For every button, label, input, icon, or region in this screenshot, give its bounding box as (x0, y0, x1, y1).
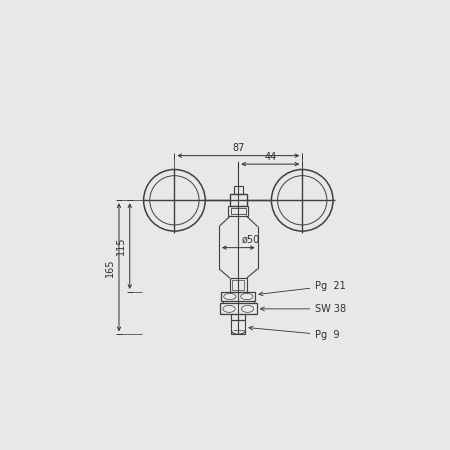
Bar (223, 301, 254, 303)
Bar (230, 194, 247, 207)
Bar (221, 292, 255, 301)
Text: 87: 87 (232, 144, 244, 153)
Bar (232, 279, 244, 290)
Text: SW 38: SW 38 (261, 304, 346, 314)
Text: Pg  21: Pg 21 (259, 281, 346, 296)
Bar (231, 314, 245, 320)
Text: Pg  9: Pg 9 (249, 326, 340, 340)
Bar (234, 186, 243, 194)
Bar (230, 278, 247, 292)
Bar (230, 208, 246, 214)
Text: 165: 165 (105, 258, 115, 277)
Bar (220, 303, 257, 314)
Bar (228, 207, 248, 216)
Text: 44: 44 (264, 152, 276, 162)
Text: 115: 115 (116, 237, 126, 255)
Text: ø50: ø50 (241, 234, 260, 245)
Bar (231, 320, 245, 334)
